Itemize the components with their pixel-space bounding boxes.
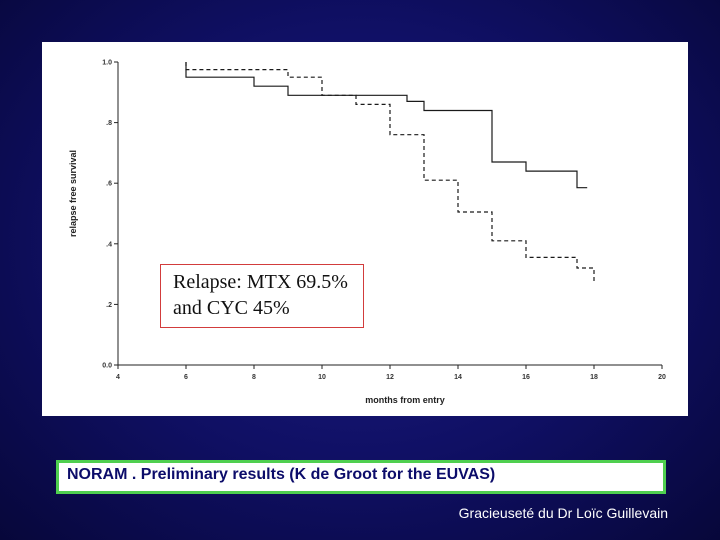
x-tick-label: 18 <box>590 374 598 381</box>
solid-survival-curve <box>185 62 588 189</box>
x-tick-label: 12 <box>386 374 394 381</box>
study-caption: NORAM . Preliminary results (K de Groot … <box>56 460 666 494</box>
dashed-survival-curve <box>185 62 595 284</box>
y-tick-label: 0.0 <box>102 363 112 370</box>
annotation-line-1: Relapse: MTX 69.5% <box>173 271 348 293</box>
x-tick-label: 4 <box>116 374 120 381</box>
x-tick-label: 8 <box>252 374 256 381</box>
x-axis-title: months from entry <box>365 395 445 405</box>
y-tick-label: .4 <box>106 241 112 248</box>
relapse-annotation: Relapse: MTX 69.5% and CYC 45% <box>160 264 364 328</box>
y-axis-title: relapse free survival <box>68 150 78 237</box>
y-tick-label: .2 <box>106 302 112 309</box>
chart-series <box>185 62 595 284</box>
survival-chart: 0.0 .2 .4 .6 .8 1.0 4 6 8 10 12 14 16 18 20 months from… <box>68 60 666 406</box>
x-tick-label: 16 <box>522 374 530 381</box>
credit-text: Gracieuseté du Dr Loïc Guillevain <box>458 505 668 521</box>
y-tick-label: .6 <box>106 181 112 188</box>
x-tick-label: 20 <box>658 374 666 381</box>
annotation-line-2: and CYC 45% <box>173 297 290 319</box>
y-tick-label: 1.0 <box>102 60 112 67</box>
chart-axes: 0.0 .2 .4 .6 .8 1.0 4 6 8 10 12 14 16 18 20 months from… <box>68 60 666 406</box>
x-tick-label: 10 <box>318 374 326 381</box>
x-tick-label: 14 <box>454 374 462 381</box>
chart-panel: 0.0 .2 .4 .6 .8 1.0 4 6 8 10 12 14 16 18 20 months from… <box>42 42 688 416</box>
y-tick-label: .8 <box>106 120 112 127</box>
x-tick-label: 6 <box>184 374 188 381</box>
